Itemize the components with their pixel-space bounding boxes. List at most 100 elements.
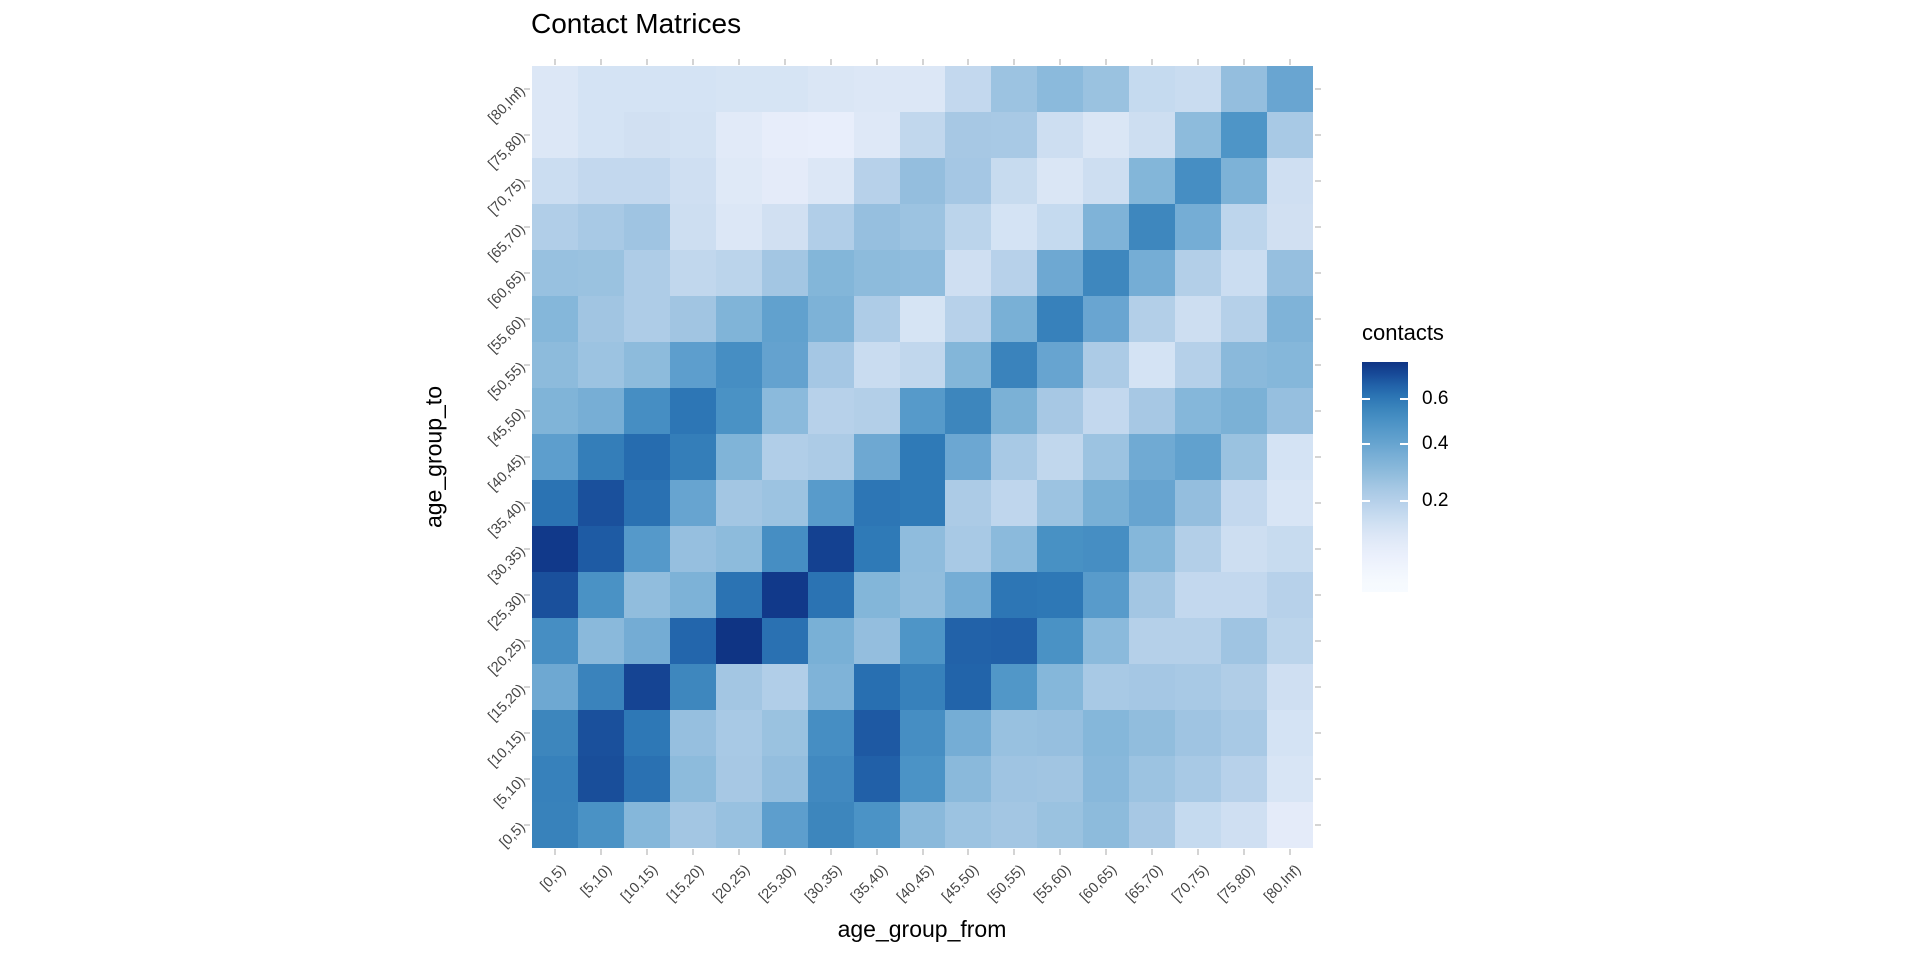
axis-tick <box>691 849 694 855</box>
heatmap-cell <box>899 250 946 296</box>
axis-tick <box>783 849 786 855</box>
heatmap-cell <box>761 204 808 250</box>
heatmap-cell <box>945 664 992 710</box>
heatmap-cell <box>807 112 854 158</box>
axis-tick <box>1197 59 1200 65</box>
heatmap-cell <box>1221 618 1268 664</box>
heatmap-cell <box>669 250 716 296</box>
heatmap-cell <box>1083 250 1130 296</box>
heatmap-cell <box>1267 756 1313 802</box>
x-tick-label: [30,35) <box>801 862 845 906</box>
heatmap-cell <box>623 572 670 618</box>
heatmap-cell <box>1037 618 1084 664</box>
heatmap-cell <box>1129 342 1176 388</box>
heatmap-cell <box>669 66 716 112</box>
axis-tick <box>1315 594 1321 596</box>
x-tick-label: [45,50) <box>939 862 983 906</box>
heatmap-cell <box>1267 572 1313 618</box>
heatmap-cell <box>1267 388 1313 434</box>
heatmap-cell <box>532 434 578 480</box>
heatmap-cell <box>1037 480 1084 526</box>
heatmap-cell <box>532 526 578 572</box>
heatmap-cell <box>1083 572 1130 618</box>
legend-tick-label: 0.4 <box>1422 433 1449 455</box>
axis-tick <box>1151 59 1154 65</box>
heatmap-cell <box>853 710 900 756</box>
y-tick-label: [80,Inf) <box>485 83 529 127</box>
heatmap-cell <box>945 434 992 480</box>
heatmap-cell <box>669 526 716 572</box>
heatmap-cell <box>807 434 854 480</box>
heatmap-cell <box>807 158 854 204</box>
axis-tick <box>829 849 832 855</box>
heatmap-cell <box>853 342 900 388</box>
heatmap-cell <box>1267 296 1313 342</box>
axis-tick <box>1315 502 1321 504</box>
legend-colorbar <box>1362 362 1408 592</box>
heatmap-cell <box>945 618 992 664</box>
axis-tick <box>967 59 970 65</box>
heatmap-cell <box>1267 66 1313 112</box>
heatmap-cell <box>761 250 808 296</box>
heatmap-cell <box>853 112 900 158</box>
heatmap-cell <box>669 710 716 756</box>
axis-tick <box>1315 778 1321 780</box>
heatmap-cell <box>577 572 624 618</box>
axis-tick <box>1315 272 1321 274</box>
x-tick-label: [50,55) <box>985 862 1029 906</box>
heatmap-cell <box>899 618 946 664</box>
heatmap-cell <box>623 618 670 664</box>
axis-tick <box>1059 59 1062 65</box>
heatmap-cell <box>1175 618 1222 664</box>
heatmap-cell <box>669 802 716 848</box>
heatmap-cell <box>623 434 670 480</box>
heatmap-cell <box>1221 526 1268 572</box>
heatmap-cell <box>1083 802 1130 848</box>
x-tick-label: [40,45) <box>893 862 937 906</box>
heatmap-cell <box>899 664 946 710</box>
heatmap-cell <box>1083 756 1130 802</box>
heatmap-cell <box>761 66 808 112</box>
heatmap-cell <box>761 526 808 572</box>
heatmap-cell <box>715 296 762 342</box>
heatmap-cell <box>669 342 716 388</box>
heatmap-cell <box>761 296 808 342</box>
heatmap-cell <box>623 158 670 204</box>
heatmap-cell <box>532 664 578 710</box>
heatmap-cell <box>807 618 854 664</box>
axis-tick <box>524 594 530 596</box>
heatmap-cell <box>761 112 808 158</box>
heatmap-cell <box>991 480 1038 526</box>
heatmap-cell <box>715 572 762 618</box>
axis-tick <box>1315 318 1321 320</box>
heatmap-cell <box>669 204 716 250</box>
heatmap-cell <box>532 250 578 296</box>
heatmap-cell <box>1129 572 1176 618</box>
axis-tick <box>1315 640 1321 642</box>
heatmap-cell <box>623 802 670 848</box>
heatmap-cell <box>899 756 946 802</box>
heatmap-cell <box>991 572 1038 618</box>
x-tick-label: [0,5) <box>537 862 570 894</box>
axis-tick <box>524 548 530 550</box>
heatmap-cell <box>1267 112 1313 158</box>
y-tick-label: [65,70) <box>485 221 529 265</box>
y-tick-label: [10,15) <box>485 727 529 771</box>
heatmap-cell <box>1221 664 1268 710</box>
axis-tick <box>1289 849 1292 855</box>
heatmap-cell <box>1037 664 1084 710</box>
axis-tick <box>524 134 530 136</box>
heatmap-cell <box>1129 388 1176 434</box>
heatmap-cell <box>1037 572 1084 618</box>
heatmap-cell <box>623 388 670 434</box>
heatmap-cell <box>807 342 854 388</box>
heatmap-cell <box>899 710 946 756</box>
heatmap-cell <box>991 112 1038 158</box>
heatmap-cell <box>991 296 1038 342</box>
heatmap-cell <box>1221 296 1268 342</box>
heatmap-cell <box>1221 388 1268 434</box>
heatmap-cell <box>991 204 1038 250</box>
legend-title: contacts <box>1362 320 1444 345</box>
heatmap-cell <box>669 158 716 204</box>
heatmap-cell <box>1267 158 1313 204</box>
